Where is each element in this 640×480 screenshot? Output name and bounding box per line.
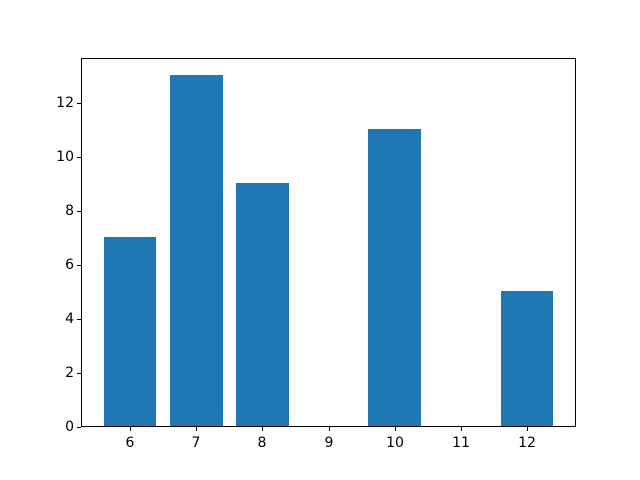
- x-tick-mark: [329, 427, 330, 431]
- y-tick-mark: [77, 211, 81, 212]
- y-tick-label: 12: [56, 95, 74, 111]
- x-tick-label: 11: [452, 435, 470, 451]
- x-tick-mark: [196, 427, 197, 431]
- y-tick-label: 8: [65, 203, 74, 219]
- x-tick-label: 10: [386, 435, 404, 451]
- bar: [103, 237, 157, 426]
- y-tick-mark: [77, 265, 81, 266]
- bars-container: [82, 59, 575, 426]
- x-tick-mark: [395, 427, 396, 431]
- y-tick-mark: [77, 319, 81, 320]
- bar: [235, 183, 289, 426]
- y-tick-label: 4: [65, 311, 74, 327]
- x-tick-label: 7: [191, 435, 201, 451]
- y-tick-mark: [77, 373, 81, 374]
- x-tick-mark: [262, 427, 263, 431]
- x-tick-label: 12: [518, 435, 536, 451]
- bar: [368, 129, 422, 426]
- x-tick-label: 6: [125, 435, 135, 451]
- plot-area: [81, 58, 576, 427]
- y-tick-label: 10: [56, 149, 74, 165]
- x-tick-label: 8: [257, 435, 267, 451]
- x-tick-mark: [130, 427, 131, 431]
- y-tick-label: 0: [65, 419, 74, 435]
- bar: [169, 75, 223, 426]
- y-tick-mark: [77, 427, 81, 428]
- x-tick-label: 9: [324, 435, 334, 451]
- y-tick-label: 2: [65, 365, 74, 381]
- x-tick-mark: [527, 427, 528, 431]
- y-tick-label: 6: [65, 257, 74, 273]
- bar: [500, 291, 554, 426]
- x-tick-mark: [461, 427, 462, 431]
- y-tick-mark: [77, 103, 81, 104]
- y-tick-mark: [77, 157, 81, 158]
